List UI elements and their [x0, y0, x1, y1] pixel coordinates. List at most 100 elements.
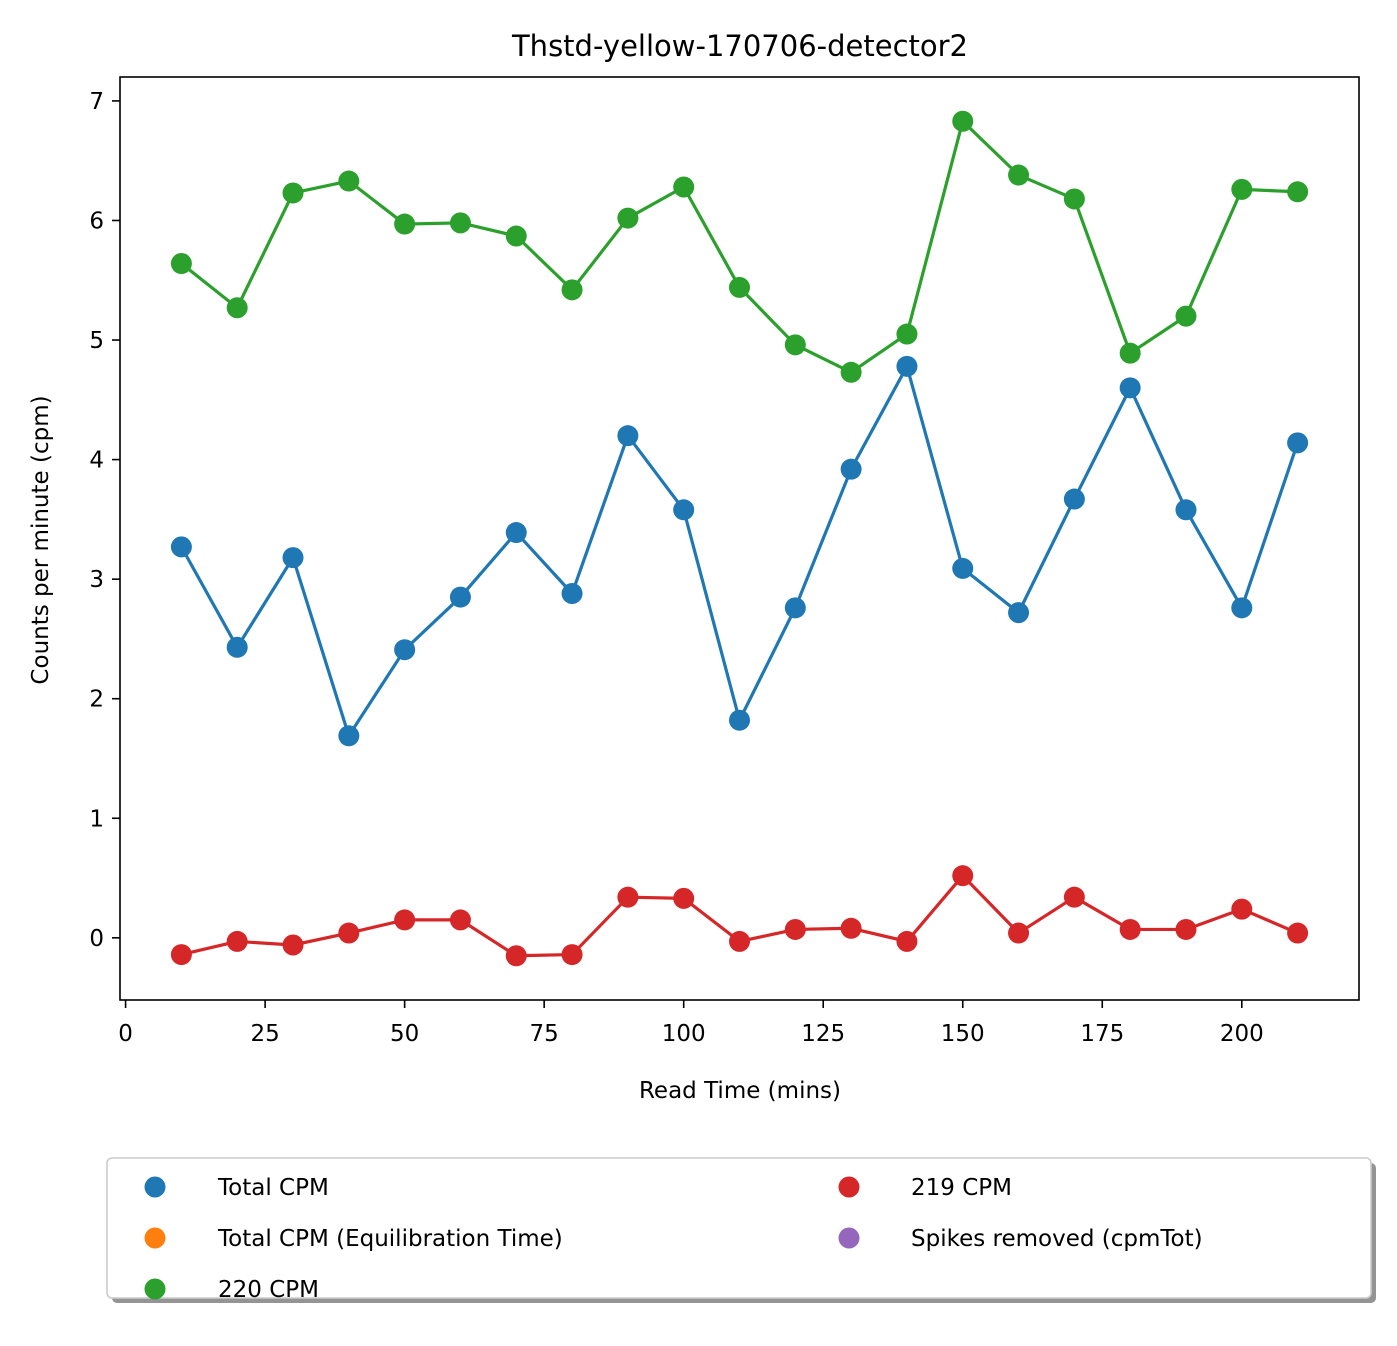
- x-tick-label: 100: [662, 1021, 706, 1047]
- series-total-cpm: [170, 355, 1309, 747]
- data-point: [338, 725, 360, 747]
- legend-item: Total CPM (Equilibration Time): [144, 1226, 563, 1252]
- data-point: [1119, 377, 1141, 399]
- y-tick-label: 1: [89, 806, 104, 832]
- data-point: [1287, 181, 1309, 203]
- data-point: [505, 522, 527, 544]
- x-tick-label: 175: [1080, 1021, 1124, 1047]
- y-tick-label: 0: [89, 926, 104, 952]
- data-point: [449, 909, 471, 931]
- legend-marker: [144, 1278, 166, 1300]
- data-point: [784, 597, 806, 619]
- data-point: [952, 557, 974, 579]
- data-point: [1287, 432, 1309, 454]
- legend-marker: [144, 1227, 166, 1249]
- legend-item: 219 CPM: [838, 1175, 1012, 1201]
- data-point: [561, 582, 583, 604]
- legend-label: Spikes removed (cpmTot): [911, 1226, 1203, 1252]
- x-tick-label: 25: [250, 1021, 279, 1047]
- legend-box: [106, 1157, 1372, 1299]
- data-point: [1175, 918, 1197, 940]
- data-point: [170, 253, 192, 275]
- data-point: [729, 930, 750, 952]
- data-point: [952, 110, 974, 132]
- x-tick-label: 125: [801, 1021, 845, 1047]
- legend-label: Total CPM: [217, 1175, 329, 1201]
- data-point: [338, 170, 360, 192]
- data-point: [282, 547, 304, 569]
- x-axis-label: Read Time (mins): [639, 1078, 841, 1104]
- legend-marker: [838, 1227, 860, 1249]
- data-point: [617, 886, 639, 908]
- data-point: [896, 355, 918, 377]
- data-point: [226, 297, 248, 319]
- data-point: [561, 944, 583, 966]
- data-point: [282, 934, 304, 956]
- x-tick-label: 200: [1220, 1021, 1264, 1047]
- legend-marker: [144, 1176, 166, 1198]
- data-point: [338, 922, 360, 944]
- data-point: [617, 425, 639, 447]
- data-point: [840, 458, 862, 480]
- data-point: [952, 865, 974, 887]
- series-line: [180, 119, 1298, 374]
- series-220-cpm: [170, 110, 1309, 383]
- legend-item: 220 CPM: [144, 1277, 319, 1303]
- data-point: [729, 709, 750, 731]
- x-tick-label: 75: [530, 1021, 559, 1047]
- legend-item: Spikes removed (cpmTot): [838, 1226, 1203, 1252]
- data-point: [226, 636, 248, 658]
- legend: Total CPM Total CPM (Equilibration Time) 2…: [106, 1157, 1376, 1303]
- y-tick-label: 6: [89, 208, 104, 234]
- y-tick-label: 7: [89, 89, 104, 115]
- x-tick-label: 150: [941, 1021, 985, 1047]
- series-219-cpm: [170, 865, 1309, 967]
- data-point: [1175, 305, 1197, 327]
- data-point: [1231, 898, 1253, 920]
- data-point: [394, 909, 416, 931]
- data-point: [840, 361, 862, 383]
- data-point: [1231, 597, 1253, 619]
- legend-item: Total CPM: [144, 1175, 329, 1201]
- plot-area: 0 25 50 75 100 125 150 175 200 0 1 2 3 4 5 6 7: [89, 76, 1360, 1047]
- y-tick-label: 3: [89, 567, 104, 593]
- x-tick-label: 0: [118, 1021, 133, 1047]
- data-point: [1063, 488, 1085, 510]
- data-point: [673, 887, 695, 909]
- chart-title: Thstd-yellow-170706-detector2: [511, 29, 968, 63]
- data-point: [1008, 922, 1030, 944]
- data-point: [729, 276, 750, 298]
- data-point: [1119, 342, 1141, 364]
- data-point: [784, 334, 806, 356]
- data-point: [449, 586, 471, 608]
- legend-label: Total CPM (Equilibration Time): [217, 1226, 563, 1252]
- axes-frame: [119, 76, 1360, 1001]
- data-point: [673, 499, 695, 521]
- data-point: [896, 323, 918, 345]
- data-point: [394, 213, 416, 235]
- data-point: [1063, 188, 1085, 210]
- data-point: [1063, 886, 1085, 908]
- data-point: [505, 945, 527, 967]
- y-tick-label: 5: [89, 328, 104, 354]
- data-point: [1175, 499, 1197, 521]
- data-point: [449, 212, 471, 234]
- legend-label: 219 CPM: [911, 1175, 1012, 1201]
- data-point: [1008, 164, 1030, 186]
- data-point: [170, 536, 192, 558]
- data-point: [1119, 918, 1141, 940]
- series-line: [179, 364, 1300, 738]
- y-tick-label: 4: [89, 448, 104, 474]
- data-point: [394, 639, 416, 661]
- data-point: [561, 279, 583, 301]
- data-point: [505, 225, 527, 247]
- data-point: [1008, 602, 1030, 624]
- x-tick-label: 50: [390, 1021, 419, 1047]
- data-point: [1287, 922, 1309, 944]
- legend-label: 220 CPM: [218, 1277, 319, 1303]
- data-point: [1231, 178, 1253, 200]
- data-point: [840, 917, 862, 939]
- y-axis-label: Counts per minute (cpm): [28, 395, 54, 684]
- data-point: [784, 918, 806, 940]
